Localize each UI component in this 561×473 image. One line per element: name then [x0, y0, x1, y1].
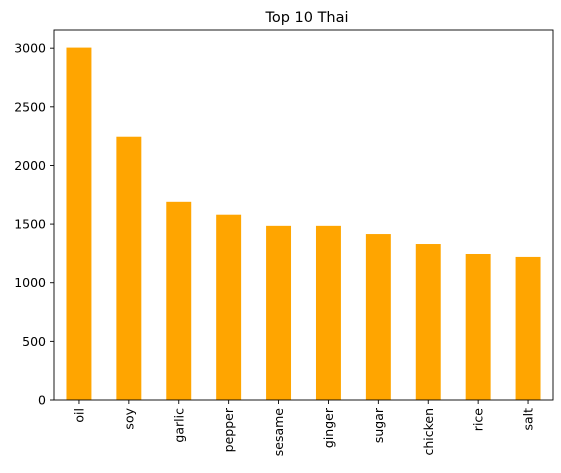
bar-sugar: [365, 234, 391, 400]
y-tick-label: 0: [38, 393, 46, 408]
bars-layer: [66, 47, 541, 401]
bar-ginger: [315, 225, 341, 400]
bar-garlic: [166, 201, 192, 400]
bar-salt: [515, 256, 541, 400]
x-tick-label-sesame: sesame: [271, 408, 286, 457]
y-tick-label: 1000: [14, 275, 46, 290]
plot-frame: [53, 29, 554, 401]
x-tick-label-chicken: chicken: [421, 408, 436, 456]
x-tick-label-sugar: sugar: [371, 407, 386, 443]
y-axis: 0 500 1000 1500 2000 2500 3000: [14, 41, 54, 408]
x-tick-label-garlic: garlic: [171, 408, 186, 443]
y-tick-label: 2500: [14, 99, 46, 114]
chart-title: Top 10 Thai: [264, 10, 348, 26]
x-tick-label-salt: salt: [521, 408, 536, 431]
y-tick-label: 500: [22, 334, 46, 349]
x-axis: oil soy garlic pepper sesame ginger sugar chick…: [71, 400, 536, 457]
y-tick-label: 1500: [14, 217, 46, 232]
x-tick-label-oil: oil: [71, 408, 86, 423]
bar-rice: [465, 253, 491, 400]
y-tick-label: 3000: [14, 41, 46, 56]
y-tick-label: 2000: [14, 158, 46, 173]
bar-oil: [66, 47, 92, 400]
bar-pepper: [216, 214, 242, 400]
bar-sesame: [266, 225, 292, 400]
bar-soy: [116, 136, 142, 401]
x-tick-label-pepper: pepper: [221, 407, 236, 452]
bar-chicken: [415, 244, 441, 400]
x-tick-label-ginger: ginger: [321, 407, 336, 448]
x-tick-label-rice: rice: [471, 408, 486, 431]
x-tick-label-soy: soy: [121, 407, 136, 429]
